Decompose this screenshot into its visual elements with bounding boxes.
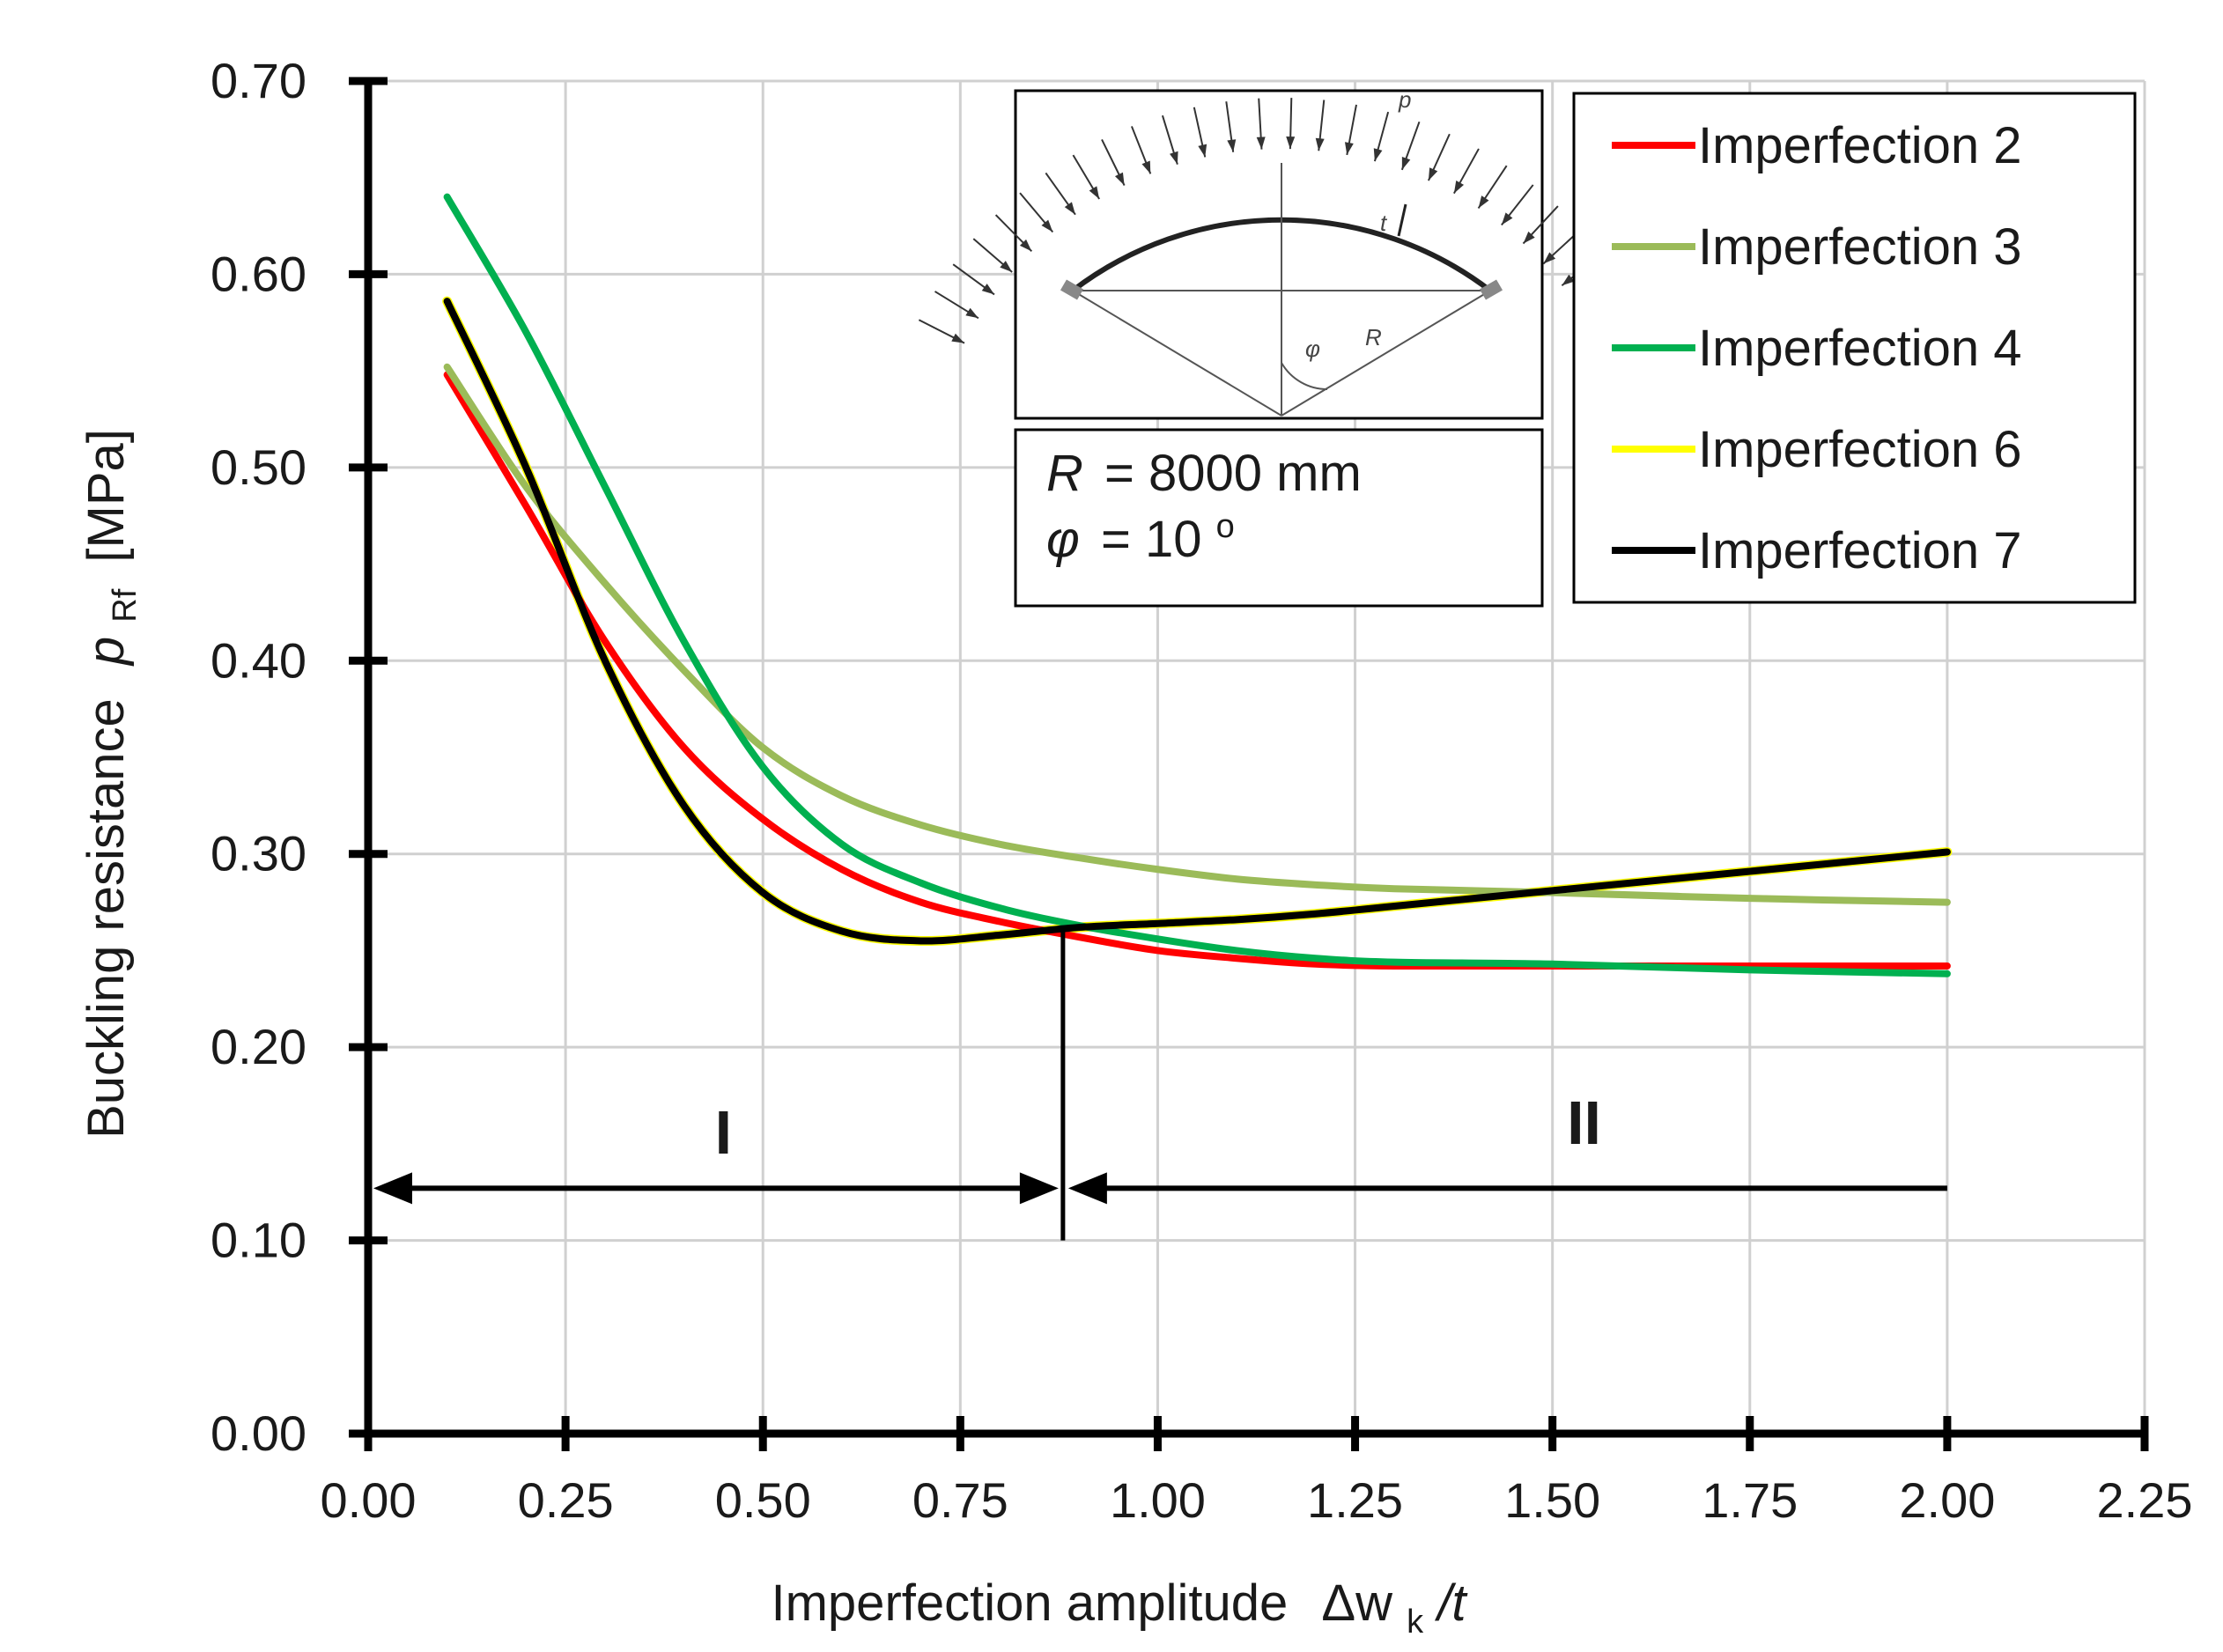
inset-load-arrowhead bbox=[1501, 212, 1513, 225]
inset-load-arrowhead bbox=[1114, 172, 1125, 186]
y-axis-symbol-sub: Rf bbox=[107, 588, 144, 622]
y-tick-label-0.10: 0.10 bbox=[210, 1213, 306, 1268]
legend: Imperfection 2 Imperfection 3 Imperfection… bbox=[1572, 92, 2137, 604]
inset-load-arrowhead bbox=[1019, 239, 1032, 252]
x-tick-label-2.25: 2.25 bbox=[2097, 1472, 2193, 1528]
inset-load-arrowhead bbox=[1198, 144, 1208, 158]
param-radius-symbol: R bbox=[1046, 445, 1083, 502]
inset-load-arrowhead bbox=[1064, 202, 1075, 215]
y-tick-labels: 0.00 0.10 0.20 0.30 0.40 0.50 0.60 0.70 bbox=[210, 53, 306, 1461]
y-axis-title: Buckling resistance p Rf [MPa] bbox=[78, 429, 147, 1139]
inset-label-p: p bbox=[1398, 86, 1411, 113]
x-tick-label-0.00: 0.00 bbox=[321, 1472, 417, 1528]
inset-load-arrowhead bbox=[1041, 219, 1053, 232]
param-angle-value: = 10 bbox=[1101, 511, 1202, 568]
inset-load-arrowhead bbox=[1000, 261, 1013, 273]
inset-angle-arc bbox=[1281, 362, 1328, 391]
inset-diagram: p t φ R bbox=[918, 86, 1639, 420]
y-axis-title-text: Buckling resistance bbox=[78, 698, 135, 1139]
x-axis-symbol-sub: k bbox=[1407, 1604, 1424, 1641]
y-tick-label-0.70: 0.70 bbox=[210, 53, 306, 108]
region-i-arrowhead-left bbox=[373, 1172, 412, 1205]
series-line-imperfection-4 bbox=[443, 193, 1951, 977]
inset-load-arrowhead bbox=[1562, 274, 1575, 286]
inset-load-arrowhead bbox=[1543, 252, 1556, 264]
inset-load-arrowhead bbox=[1428, 167, 1438, 181]
y-tick-label-0.00: 0.00 bbox=[210, 1405, 306, 1461]
x-tick-label-1.25: 1.25 bbox=[1307, 1472, 1403, 1528]
inset-load-arrowhead bbox=[1478, 195, 1489, 209]
legend-label-imperfection-3: Imperfection 3 bbox=[1698, 218, 2022, 276]
param-angle-symbol: φ bbox=[1046, 511, 1080, 568]
inset-support-left bbox=[1060, 279, 1084, 300]
parameters-frame bbox=[1014, 428, 1544, 608]
x-tick-label-1.00: 1.00 bbox=[1110, 1472, 1206, 1528]
parameters-box: R = 8000 mm φ = 10 o bbox=[1014, 428, 1544, 608]
inset-load-arrowhead bbox=[951, 333, 965, 343]
inset-thickness-arrow bbox=[1397, 203, 1407, 237]
y-tick-label-0.40: 0.40 bbox=[210, 632, 306, 688]
inset-load-arrowhead bbox=[1523, 231, 1535, 244]
inset-load-arrowhead bbox=[1141, 160, 1151, 174]
param-radius-value: = 8000 mm bbox=[1104, 445, 1362, 502]
inset-label-r: R bbox=[1365, 324, 1382, 350]
y-tick-label-0.30: 0.30 bbox=[210, 826, 306, 881]
inset-load-arrowhead bbox=[1256, 136, 1266, 150]
inset-load-arrowhead bbox=[1227, 139, 1237, 152]
axes bbox=[349, 77, 2149, 1451]
x-axis-title: Imperfection amplitude Δw k /t bbox=[772, 1575, 1469, 1644]
y-tick-label-0.50: 0.50 bbox=[210, 439, 306, 495]
region-ii-arrowhead-left bbox=[1067, 1172, 1107, 1205]
inset-load-arrowhead bbox=[1315, 137, 1325, 151]
inset-label-phi: φ bbox=[1305, 336, 1320, 362]
y-tick-label-0.60: 0.60 bbox=[210, 246, 306, 301]
param-angle: φ = 10 o bbox=[1046, 508, 1235, 568]
series-line-imperfection-7 bbox=[443, 298, 1951, 945]
param-radius: R = 8000 mm bbox=[1046, 445, 1362, 502]
y-tick-label-0.20: 0.20 bbox=[210, 1019, 306, 1074]
x-tick-label-1.75: 1.75 bbox=[1702, 1472, 1798, 1528]
param-angle-unit: o bbox=[1216, 508, 1235, 545]
inset-load-arrowhead bbox=[1373, 148, 1383, 162]
inset-label-t: t bbox=[1380, 210, 1388, 236]
x-tick-label-0.75: 0.75 bbox=[912, 1472, 1008, 1528]
legend-label-imperfection-6: Imperfection 6 bbox=[1698, 421, 2022, 478]
inset-radius-left bbox=[1072, 290, 1282, 417]
x-tick-label-0.50: 0.50 bbox=[715, 1472, 811, 1528]
x-tick-labels: 0.00 0.25 0.50 0.75 1.00 1.25 1.50 1.75 2.00 2.25 bbox=[321, 1472, 2193, 1528]
inset-load-arrowhead bbox=[1286, 136, 1296, 150]
legend-items: Imperfection 2 Imperfection 3 Imperfection… bbox=[1612, 117, 2022, 579]
inset-load-arrowhead bbox=[1401, 157, 1411, 170]
legend-label-imperfection-7: Imperfection 7 bbox=[1698, 522, 2022, 579]
annotation-layer bbox=[373, 931, 1947, 1241]
x-axis-symbol-suffix: /t bbox=[1434, 1575, 1468, 1632]
series-layer bbox=[442, 193, 1953, 977]
x-axis-symbol-prefix: Δw bbox=[1321, 1575, 1393, 1632]
inset-radius-right bbox=[1281, 290, 1491, 417]
inset-load-arrowhead bbox=[1453, 180, 1465, 194]
inset-load-arrowhead bbox=[1089, 186, 1100, 199]
x-axis-title-text: Imperfection amplitude bbox=[772, 1575, 1289, 1632]
legend-label-imperfection-2: Imperfection 2 bbox=[1698, 117, 2022, 174]
x-tick-label-2.00: 2.00 bbox=[1899, 1472, 1995, 1528]
inset-diagram-frame bbox=[1014, 89, 1544, 420]
region-ii-label: II bbox=[1567, 1088, 1601, 1157]
inset-load-arrowhead bbox=[965, 307, 979, 319]
y-axis-symbol-main: p bbox=[78, 637, 135, 667]
region-i-arrowhead-right bbox=[1019, 1172, 1059, 1205]
region-i-label: I bbox=[715, 1098, 732, 1167]
legend-label-imperfection-4: Imperfection 4 bbox=[1698, 320, 2022, 377]
inset-load-arrowhead bbox=[1344, 142, 1354, 155]
inset-load-arrowhead bbox=[981, 284, 994, 295]
x-tick-label-0.25: 0.25 bbox=[518, 1472, 614, 1528]
inset-load-arrowhead bbox=[1170, 151, 1178, 165]
y-axis-symbol-unit: [MPa] bbox=[78, 429, 135, 563]
inset-support-right bbox=[1479, 279, 1503, 300]
x-tick-label-1.50: 1.50 bbox=[1504, 1472, 1600, 1528]
